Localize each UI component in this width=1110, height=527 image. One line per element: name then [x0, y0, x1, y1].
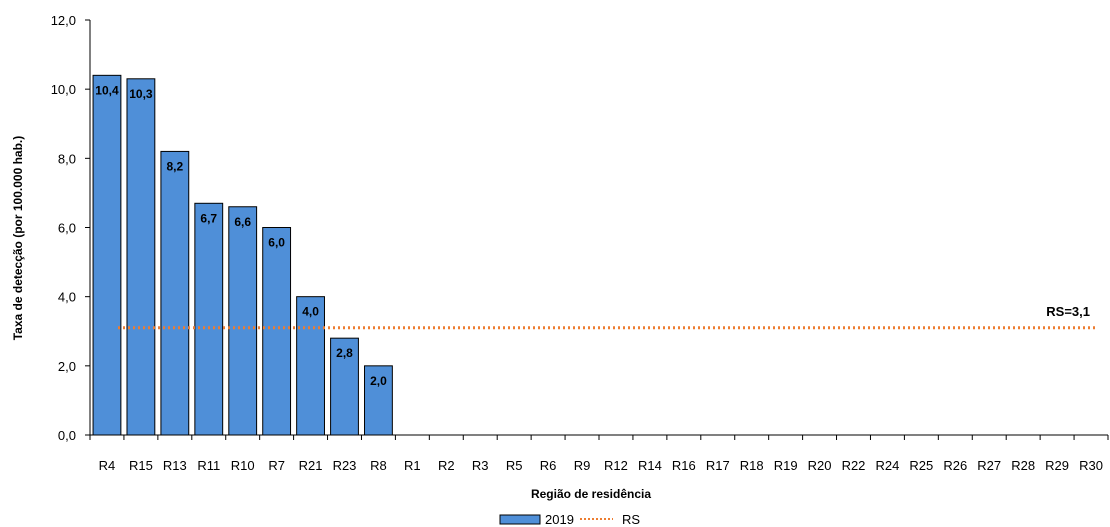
y-tick-label: 0,0	[58, 428, 76, 443]
x-tick-label: R10	[231, 458, 255, 473]
legend-label-rs: RS	[622, 512, 640, 527]
y-tick-label: 2,0	[58, 359, 76, 374]
data-label-R15: 10,3	[129, 87, 153, 101]
x-tick-label: R14	[638, 458, 662, 473]
x-tick-label: R19	[774, 458, 798, 473]
x-tick-label: R2	[438, 458, 455, 473]
data-label-R21: 4,0	[302, 305, 319, 319]
y-tick-label: 8,0	[58, 151, 76, 166]
y-tick-label: 12,0	[51, 13, 76, 28]
x-tick-label: R26	[943, 458, 967, 473]
bars: 10,4 10,3 8,2 6,7 6,6 6,0 4,0 2,8 2,0	[92, 74, 393, 436]
x-tick-label: R21	[299, 458, 323, 473]
x-tick-label: R9	[574, 458, 591, 473]
legend-swatch-2019	[499, 514, 541, 525]
x-axis-title: Região de residência	[531, 487, 651, 501]
y-axis: 0,0 2,0 4,0 6,0 8,0 10,0 12,0	[51, 13, 91, 443]
x-tick-label: R22	[842, 458, 866, 473]
bar-R4	[92, 74, 122, 436]
y-tick-label: 6,0	[58, 221, 76, 236]
x-tick-label: R20	[808, 458, 832, 473]
x-tick-label: R23	[333, 458, 357, 473]
legend: 2019 RS	[499, 512, 640, 527]
x-tick-label: R28	[1011, 458, 1035, 473]
x-tick-label: R15	[129, 458, 153, 473]
x-tick-label: R6	[540, 458, 557, 473]
x-tick-label: R29	[1045, 458, 1069, 473]
x-tick-label: R8	[370, 458, 387, 473]
data-label-R10: 6,6	[234, 215, 251, 229]
data-label-R7: 6,0	[268, 236, 285, 250]
data-label-R4: 10,4	[95, 83, 119, 97]
data-label-R23: 2,8	[336, 346, 353, 360]
x-tick-label: R27	[977, 458, 1001, 473]
x-tick-label: R18	[740, 458, 764, 473]
bar-R15	[126, 78, 156, 436]
bar-R7	[262, 227, 292, 436]
bar-R21	[296, 296, 325, 436]
x-tick-label: R16	[672, 458, 696, 473]
data-label-R13: 8,2	[166, 159, 183, 173]
bar-R13	[160, 150, 190, 436]
bar-R8	[364, 365, 393, 436]
reference-line-label: RS=3,1	[1046, 304, 1090, 319]
x-tick-label: R4	[99, 458, 116, 473]
x-tick-label: R11	[197, 458, 220, 473]
x-tick-label: R1	[404, 458, 421, 473]
x-tick-label: R13	[163, 458, 187, 473]
reference-line-group: RS=3,1	[118, 304, 1098, 330]
x-tick-label: R5	[506, 458, 523, 473]
x-tick-label: R7	[268, 458, 285, 473]
data-label-R11: 6,7	[200, 211, 217, 225]
x-tick-label: R12	[604, 458, 628, 473]
y-axis-title: Taxa de detecção (por 100.000 hab.)	[11, 136, 25, 341]
x-tick-label: R3	[472, 458, 489, 473]
x-tick-label: R25	[909, 458, 933, 473]
bar-R11	[194, 202, 224, 436]
x-axis: R4 R15 R13 R11 R10 R7 R21 R23 R8 R1 R2 R3 R5 R6 R9 R12 R…	[89, 434, 1109, 473]
x-tick-label: R17	[706, 458, 730, 473]
y-tick-label: 10,0	[51, 82, 76, 97]
x-tick-label: R24	[876, 458, 900, 473]
bar-R23	[330, 337, 359, 436]
data-label-R8: 2,0	[370, 374, 387, 388]
x-tick-label: R30	[1079, 458, 1103, 473]
y-tick-label: 4,0	[58, 290, 76, 305]
bar-R10	[228, 206, 258, 436]
legend-label-2019: 2019	[545, 512, 574, 527]
